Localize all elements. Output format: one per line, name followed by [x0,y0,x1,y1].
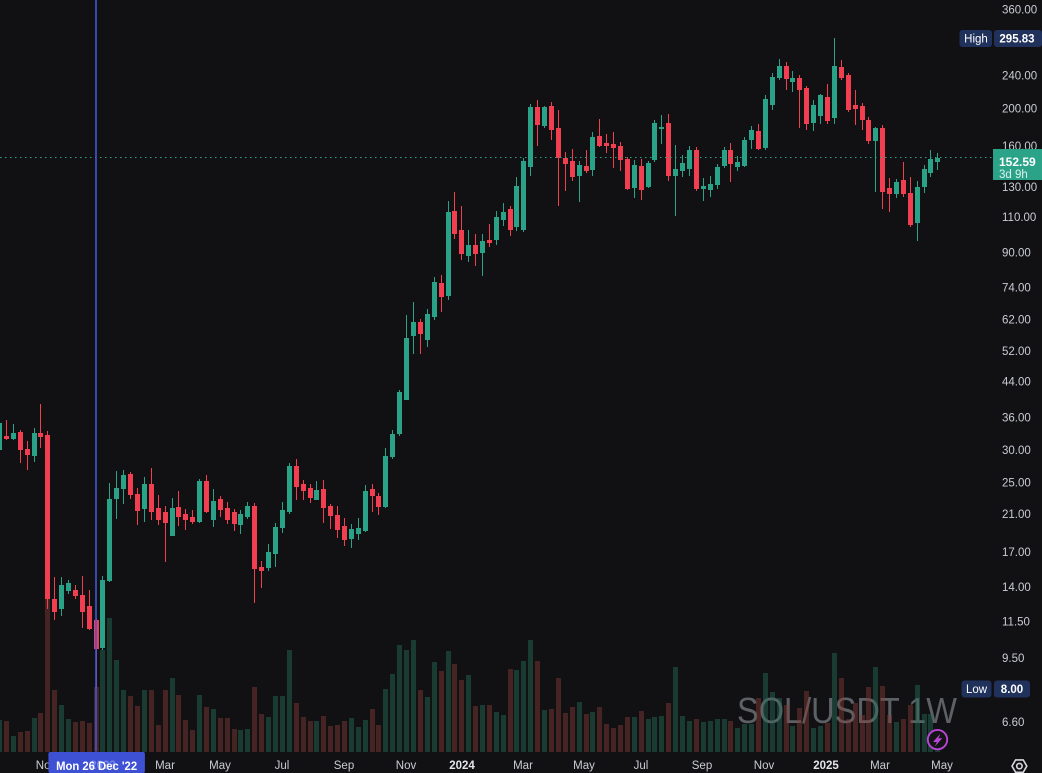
svg-text:May: May [931,760,953,772]
svg-text:2023: 2023 [90,760,116,772]
svg-text:200.00: 200.00 [1002,104,1037,116]
svg-text:8.00: 8.00 [1001,684,1023,696]
svg-text:295.83: 295.83 [999,34,1034,46]
svg-text:Mar: Mar [870,760,890,772]
svg-text:62.00: 62.00 [1002,314,1031,326]
svg-text:25.00: 25.00 [1002,478,1031,490]
svg-text:Jul: Jul [275,760,290,772]
svg-text:52.00: 52.00 [1002,346,1031,358]
svg-text:Nov: Nov [754,760,775,772]
svg-text:Mon 26 Dec '22: Mon 26 Dec '22 [56,759,137,773]
svg-text:17.00: 17.00 [1002,547,1031,559]
svg-text:74.00: 74.00 [1002,283,1031,295]
svg-text:Nov: Nov [396,760,417,772]
svg-text:110.00: 110.00 [1002,212,1036,224]
svg-text:SOL/USDT 1W: SOL/USDT 1W [737,690,957,731]
svg-text:High: High [964,34,988,46]
svg-text:240.00: 240.00 [1002,71,1037,83]
svg-text:3d 9h: 3d 9h [999,169,1028,181]
svg-text:11.50: 11.50 [1002,617,1030,629]
svg-text:May: May [573,760,595,772]
svg-text:360.00: 360.00 [1002,4,1037,16]
svg-text:9.50: 9.50 [1002,653,1024,665]
svg-text:Sep: Sep [334,760,354,772]
svg-text:14.00: 14.00 [1002,582,1031,594]
svg-text:21.00: 21.00 [1002,509,1031,521]
svg-text:Mar: Mar [155,760,175,772]
svg-text:90.00: 90.00 [1002,248,1031,260]
svg-text:36.00: 36.00 [1002,413,1031,425]
svg-text:2024: 2024 [449,760,475,772]
svg-text:May: May [209,760,231,772]
svg-text:Sep: Sep [692,760,712,772]
svg-text:130.00: 130.00 [1002,182,1037,194]
svg-text:Jul: Jul [634,760,649,772]
svg-text:30.00: 30.00 [1002,445,1031,457]
svg-text:44.00: 44.00 [1002,376,1031,388]
svg-text:6.60: 6.60 [1002,717,1024,729]
svg-text:2025: 2025 [813,760,839,772]
svg-text:Low: Low [966,684,988,696]
svg-text:Mar: Mar [513,760,533,772]
svg-text:152.59: 152.59 [999,155,1036,169]
